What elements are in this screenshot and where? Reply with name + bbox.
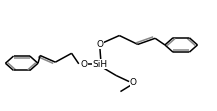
- Text: SiH: SiH: [92, 60, 107, 69]
- Text: O: O: [130, 78, 137, 87]
- Text: O: O: [80, 60, 87, 69]
- Text: O: O: [96, 40, 103, 49]
